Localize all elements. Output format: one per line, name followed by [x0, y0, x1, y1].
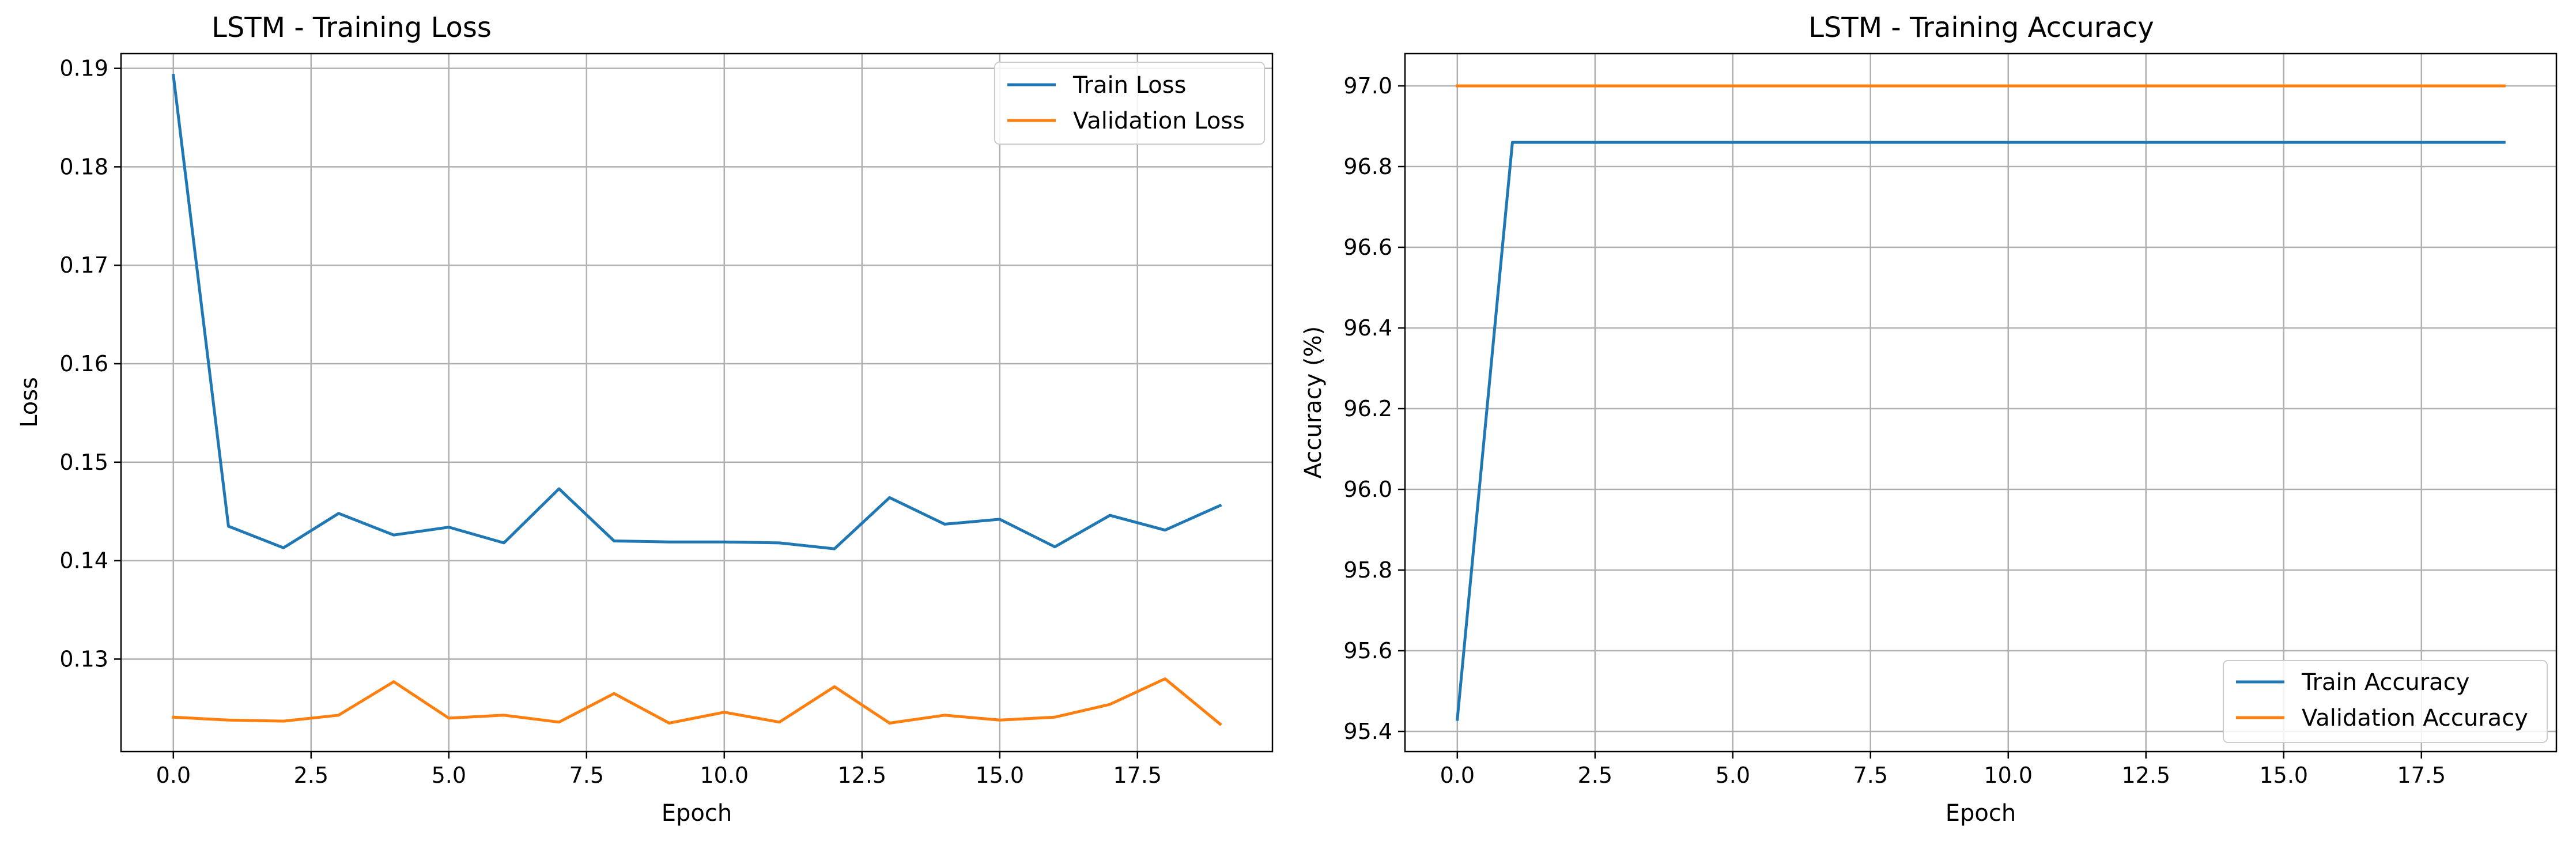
accuracy-chart-x-tick-label: 5.0 [1716, 763, 1750, 788]
legend-label-train-accuracy: Train Accuracy [2301, 669, 2469, 696]
loss-chart: LSTM - Training Loss 0.0 2.5 5.0 7.5 10.0 12.… [16, 12, 1274, 827]
loss-chart-series-train-loss [172, 73, 1222, 550]
loss-chart-legend: Train Loss Validation Loss [994, 62, 1265, 145]
accuracy-chart-series [1456, 84, 2506, 721]
loss-chart-series-validation-loss [172, 677, 1222, 726]
accuracy-chart-y-tick-label: 97.0 [1343, 73, 1392, 99]
accuracy-chart-y-tick-label: 96.0 [1343, 477, 1392, 502]
accuracy-chart-y-tick-label: 95.6 [1343, 638, 1392, 663]
loss-chart-x-tick-label: 10.0 [700, 763, 749, 788]
accuracy-chart-x-ticks: 0.0 2.5 5.0 7.5 10.0 12.5 15.0 17.5 [1440, 752, 2446, 788]
accuracy-chart: LSTM - Training Accuracy 0.0 2.5 5.0 7.5 10.… [1300, 12, 2558, 827]
accuracy-chart-legend-box [2223, 660, 2548, 743]
loss-chart-y-axis-label: Loss [16, 377, 43, 428]
legend-label-train-loss: Train Loss [1072, 72, 1186, 99]
loss-chart-frame [120, 52, 1274, 753]
accuracy-chart-y-tick-label: 96.2 [1343, 396, 1392, 421]
loss-chart-x-axis-label: Epoch [662, 800, 732, 827]
loss-chart-series [172, 73, 1222, 726]
loss-chart-y-tick-label: 0.15 [59, 450, 108, 475]
accuracy-chart-x-tick-label: 2.5 [1578, 763, 1612, 788]
loss-chart-y-tick-label: 0.18 [59, 154, 108, 179]
accuracy-chart-x-tick-label: 17.5 [2397, 763, 2446, 788]
loss-chart-x-tick-label: 15.0 [975, 763, 1024, 788]
accuracy-chart-x-tick-label: 7.5 [1853, 763, 1888, 788]
accuracy-chart-x-tick-label: 0.0 [1440, 763, 1475, 788]
loss-chart-x-ticks: 0.0 2.5 5.0 7.5 10.0 12.5 15.0 17.5 [156, 752, 1162, 788]
accuracy-chart-y-tick-label: 96.8 [1343, 154, 1392, 179]
legend-label-validation-loss: Validation Loss [1073, 108, 1245, 134]
loss-chart-y-tick-label: 0.13 [59, 646, 108, 672]
accuracy-chart-grid [1405, 54, 2556, 752]
accuracy-chart-x-axis-label: Epoch [1946, 800, 2016, 827]
loss-chart-title: LSTM - Training Loss [211, 12, 492, 44]
loss-chart-y-tick-label: 0.16 [59, 351, 108, 376]
accuracy-chart-y-axis-label: Accuracy (%) [1300, 326, 1327, 479]
loss-chart-x-tick-label: 7.5 [569, 763, 604, 788]
loss-chart-y-tick-label: 0.17 [59, 252, 108, 278]
accuracy-chart-series-train-accuracy [1456, 141, 2506, 721]
accuracy-chart-frame [1404, 52, 2558, 753]
accuracy-chart-y-tick-label: 96.6 [1343, 235, 1392, 260]
loss-chart-y-tick-label: 0.19 [59, 56, 108, 81]
legend-label-validation-accuracy: Validation Accuracy [2302, 705, 2528, 731]
loss-chart-y-ticks: 0.13 0.14 0.15 0.16 0.17 0.18 0.19 [59, 56, 121, 672]
loss-chart-legend-box [994, 62, 1265, 145]
accuracy-chart-y-tick-label: 96.4 [1343, 315, 1392, 341]
accuracy-chart-y-tick-label: 95.4 [1343, 719, 1392, 744]
loss-chart-x-tick-label: 2.5 [294, 763, 328, 788]
accuracy-chart-y-tick-label: 95.8 [1343, 557, 1392, 583]
loss-chart-x-tick-label: 17.5 [1113, 763, 1162, 788]
accuracy-chart-x-tick-label: 15.0 [2259, 763, 2308, 788]
loss-chart-grid [121, 54, 1272, 752]
accuracy-chart-x-tick-label: 12.5 [2121, 763, 2170, 788]
accuracy-chart-legend: Train Accuracy Validation Accuracy [2223, 660, 2548, 743]
accuracy-chart-x-tick-label: 10.0 [1984, 763, 2033, 788]
accuracy-chart-y-ticks: 95.4 95.6 95.8 96.0 96.2 96.4 96.6 96.8 97.0 [1343, 73, 1405, 744]
accuracy-chart-title: LSTM - Training Accuracy [1808, 12, 2154, 44]
loss-chart-x-tick-label: 5.0 [432, 763, 466, 788]
loss-chart-x-tick-label: 12.5 [837, 763, 886, 788]
loss-chart-x-tick-label: 0.0 [156, 763, 191, 788]
loss-chart-y-tick-label: 0.14 [59, 548, 108, 574]
